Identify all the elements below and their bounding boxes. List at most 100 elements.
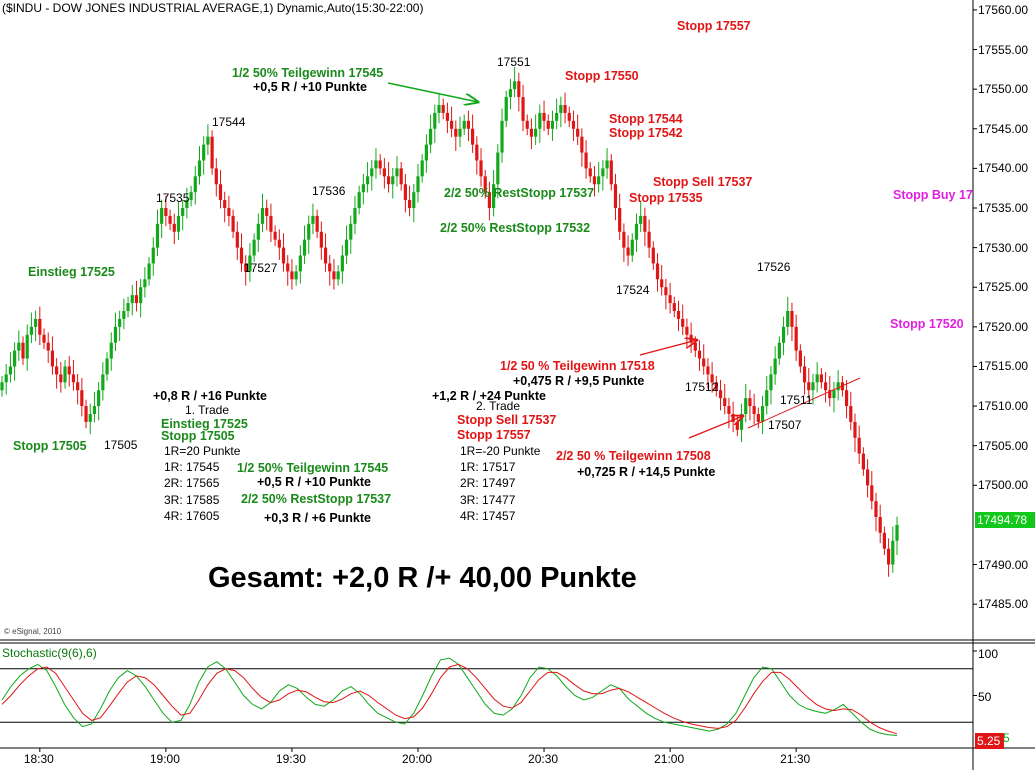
price-tick-label: 17485.00 [978,597,1029,612]
candle-body [122,311,126,319]
candle-body [819,374,823,383]
candle-body [471,128,475,145]
candle-body [857,437,861,454]
candle-body [59,374,63,383]
candle-body [214,168,218,185]
chart-title: ($INDU - DOW JONES INDUSTRIAL AVERAGE,1)… [2,1,424,15]
candle-body [210,136,214,169]
candle-body [546,120,550,129]
candle-body [613,184,618,208]
candle-body [8,366,13,375]
stoch-value-2: 5 [1003,731,1010,745]
ann-teilgewinn-17518-result: +0,475 R / +9,5 Punkte [513,374,645,388]
candle-body [802,366,807,383]
trade1-rule: 1R=20 Punkte [164,444,241,458]
candle-body [718,390,723,399]
candle-body [807,382,811,391]
candle-body [420,160,424,177]
candle-body [29,326,34,335]
candle-body [231,215,235,232]
candle-body [647,231,651,248]
candle-body [504,97,508,121]
candle-body [727,406,731,414]
candle-body [643,215,647,232]
label-17544: 17544 [212,115,246,129]
candle-body [760,406,765,422]
price-tick-label: 17510.00 [978,399,1029,414]
candle-body [273,231,277,240]
candle-body [340,255,344,272]
candle-body [38,318,42,335]
candle-body [374,160,378,169]
ann-stopp-buy: Stopp Buy 17 [893,188,973,202]
candle-body [580,136,584,153]
candle-body [655,263,660,280]
candle-body [479,160,483,177]
candle-body [769,374,773,391]
candle-body [63,366,67,383]
candle-body [17,342,21,351]
trade1-partial2: 2/2 50% RestStopp 17537 [241,492,392,506]
candle-body [639,215,643,224]
ann-teilgewinn-17518: 1/2 50 % Teilgewinn 17518 [500,359,655,373]
candle-body [386,176,391,185]
candle-body [395,168,399,177]
candle-body [302,239,307,256]
ann-stopp-17520: Stopp 17520 [890,317,964,331]
trade1-partial1: 1/2 50% Teilgewinn 17545 [237,461,389,475]
candle-body [97,390,101,407]
price-tick-label: 17560.00 [978,2,1029,17]
label-17512: 17512 [685,380,719,394]
candle-body [76,382,80,391]
ann-stopp-17505-low: Stopp 17505 [13,439,87,453]
candle-body [193,176,197,193]
candle-body [181,208,185,216]
stoch-line-d [1,663,898,735]
candle-body [332,271,336,280]
candle-body [630,239,634,256]
trade2-level-2: 2R: 17497 [460,476,516,490]
candle-body [668,295,672,304]
price-tick-label: 17515.00 [978,359,1029,374]
candle-body [118,318,122,327]
summary-total: Gesamt: +2,0 R /+ 40,00 Punkte [208,562,637,594]
candle-body [202,144,206,161]
label-17535: 17535 [156,191,190,205]
candle-body [521,97,525,121]
candle-body [290,271,294,280]
trade1-level-3: 3R: 17585 [164,493,220,507]
candle-body [500,120,504,153]
candle-body [139,287,143,304]
price-tick-label: 17490.00 [978,557,1029,572]
candle-body [42,334,46,343]
price-tick-label: 17530.00 [978,240,1029,255]
candle-body [882,532,886,549]
candle-body [626,247,630,256]
candle-body [765,390,769,407]
trade1-partial2-result: +0,3 R / +6 Punkte [264,511,371,525]
candle-body [622,231,626,248]
candle-body [878,517,882,533]
candle-body [256,223,260,240]
candle-body [21,342,25,359]
candle-body [597,176,601,185]
candle-body [832,390,836,399]
candle-body [773,358,777,375]
candle-body [151,247,155,264]
candle-body [744,398,748,414]
candle-body [844,390,849,407]
candle-body [815,374,819,383]
time-tick-label: 21:30 [780,752,811,766]
ann-einstieg: Einstieg 17525 [28,265,115,279]
trendline [747,377,861,429]
candle-body [189,192,193,201]
candle-body [475,144,479,161]
candle-body [378,160,382,169]
candle-body [437,105,441,113]
candle-body [865,469,870,486]
ann-stopp-17550: Stopp 17550 [565,69,639,83]
candle-body [618,208,622,232]
candle-body [798,350,802,367]
